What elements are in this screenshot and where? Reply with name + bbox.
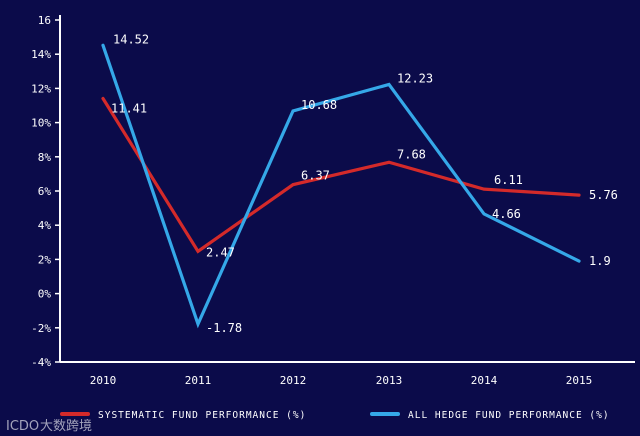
legend-label-all-hedge: ALL HEDGE FUND PERFORMANCE (%) [408,410,610,421]
systematic-fund-data-label: 11.41 [111,101,147,115]
systematic-fund-line [101,96,581,254]
chart-axes [59,15,635,363]
systematic-fund-data-label: 6.37 [301,169,330,183]
y-tick-label: -2% [31,322,51,335]
all-hedge-fund-data-label: 10.68 [301,98,337,112]
y-tick-label: 14% [31,48,51,61]
x-tick-label: 2013 [376,374,403,387]
all-hedge-fund-data-label: 4.66 [492,207,521,221]
all-hedge-fund-data-label: -1.78 [206,321,242,335]
y-tick-label: 0% [38,288,52,301]
watermark-mark: ICDO [6,419,39,434]
x-tick-labels: 2010 2011 2012 2013 2014 2015 [90,374,593,387]
y-tick-label: 10% [31,117,51,130]
y-tick-label: 2% [38,253,52,266]
y-tick-label: -4% [31,356,51,369]
all-hedge-fund-data-label: 12.23 [397,71,433,85]
y-tick-label: 12% [31,82,51,95]
systematic-fund-data-label: 6.11 [494,173,523,187]
systematic-fund-data-label: 5.76 [589,188,618,202]
watermark: ICDO 大数跨境 [6,419,92,434]
x-tick-label: 2011 [185,374,212,387]
x-tick-label: 2014 [471,374,498,387]
x-tick-label: 2010 [90,374,117,387]
x-tick-label: 2015 [566,374,593,387]
y-tick-label: 8% [38,151,52,164]
y-tick-labels: -4% -2% 0% 2% 4% 6% 8% 10% 12% 14% 16 [31,14,60,369]
legend-label-systematic: SYSTEMATIC FUND PERFORMANCE (%) [98,410,306,421]
all-hedge-fund-data-label: 14.52 [113,32,149,46]
y-tick-label: 16 [38,14,51,27]
series-lines [101,43,581,329]
systematic-fund-data-label: 2.47 [206,245,235,259]
legend: SYSTEMATIC FUND PERFORMANCE (%) ALL HEDG… [60,410,610,421]
y-tick-label: 6% [38,185,52,198]
all-hedge-fund-data-label: 1.9 [589,254,611,268]
systematic-fund-data-label: 7.68 [397,147,426,161]
x-tick-label: 2012 [280,374,307,387]
y-tick-label: 4% [38,219,52,232]
all-hedge-fund-line [101,43,581,329]
watermark-text: 大数跨境 [40,419,92,434]
data-labels: 11.41 2.47 6.37 7.68 6.11 5.76 14.52 -1.78 10.68… [111,32,618,335]
